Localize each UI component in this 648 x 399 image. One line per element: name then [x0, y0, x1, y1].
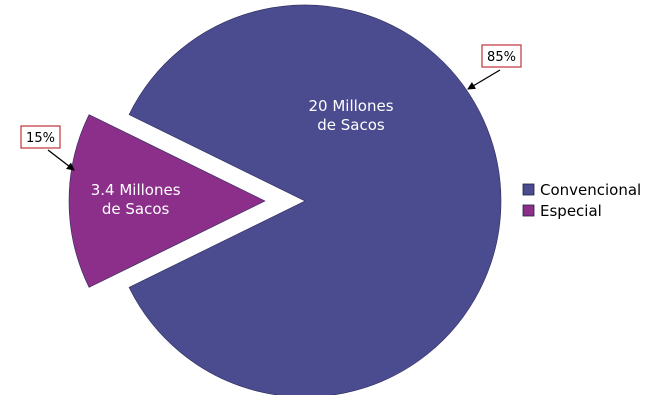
pie-slice-convencional [128, 4, 502, 398]
callout-arrow-convencional [467, 69, 501, 90]
percent-label-especial: 15% [26, 131, 55, 146]
percent-callout-box-convencional [481, 44, 522, 68]
pie-slice-especial [68, 114, 266, 288]
percent-label-convencional: 85% [487, 50, 516, 65]
legend-label-convencional: Convencional [540, 181, 641, 199]
slice-value-label-convencional: 20 Millones de Sacos [308, 97, 393, 134]
slice-value-label-especial: 3.4 Millones de Sacos [91, 181, 181, 218]
legend-swatch-convencional [522, 183, 535, 196]
callout-arrow-especial [47, 149, 75, 171]
legend-label-especial: Especial [540, 202, 602, 220]
legend-swatch-especial [522, 204, 535, 217]
percent-callout-box-especial [20, 125, 61, 149]
